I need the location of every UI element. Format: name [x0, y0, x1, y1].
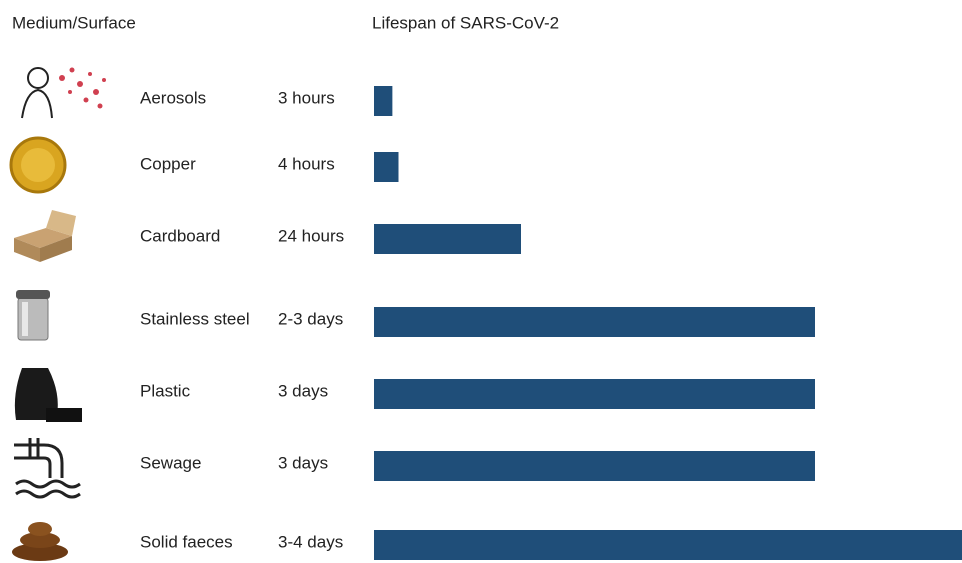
- chart: Medium/Surface Lifespan of SARS-CoV-2: [0, 0, 962, 563]
- category-label: Plastic: [140, 381, 191, 400]
- icon-stainless-steel: [16, 290, 50, 340]
- bar: [374, 86, 392, 116]
- bar: [374, 152, 399, 182]
- bar: [374, 379, 815, 409]
- value-label: 3-4 days: [278, 532, 343, 551]
- bar: [374, 307, 815, 337]
- value-label: 24 hours: [278, 226, 344, 245]
- value-label: 3 days: [278, 381, 328, 400]
- value-label: 2-3 days: [278, 309, 343, 328]
- category-label: Sewage: [140, 453, 201, 472]
- category-label: Solid faeces: [140, 532, 233, 551]
- bar: [374, 224, 521, 254]
- bar: [374, 451, 815, 481]
- icon-copper: [11, 138, 65, 192]
- column-header: Medium/Surface: [12, 13, 136, 32]
- value-label: 3 hours: [278, 88, 335, 107]
- chart-title: Lifespan of SARS-CoV-2: [372, 13, 559, 32]
- category-label: Stainless steel: [140, 309, 250, 328]
- bar: [374, 530, 962, 560]
- category-label: Copper: [140, 154, 196, 173]
- value-label: 3 days: [278, 453, 328, 472]
- value-label: 4 hours: [278, 154, 335, 173]
- category-label: Aerosols: [140, 88, 206, 107]
- category-label: Cardboard: [140, 226, 220, 245]
